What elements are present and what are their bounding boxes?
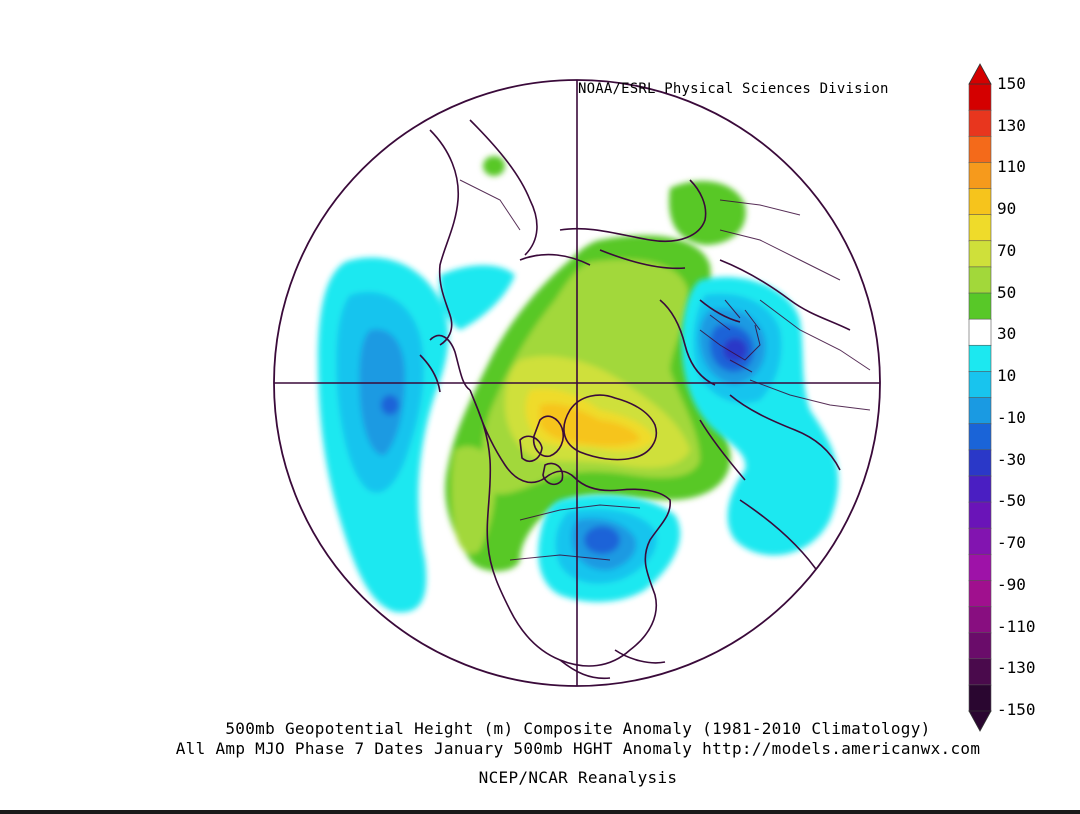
colorbar-swatch (968, 318, 992, 347)
colorbar-swatch (968, 449, 992, 477)
colorbar-label: 30 (997, 324, 1017, 344)
credit-text: NOAA/ESRL Physical Sciences Division (578, 81, 889, 97)
colorbar-swatch (968, 162, 992, 190)
colorbar-label: 90 (997, 199, 1017, 219)
colorbar-swatch (968, 501, 992, 529)
central-america-coast (559, 649, 666, 680)
colorbar-label: -30 (997, 449, 1026, 469)
colorbar-top-arrow (968, 63, 992, 85)
colorbar-swatch (968, 475, 992, 503)
scandinavia-coast (659, 299, 741, 386)
coastlines (419, 119, 871, 680)
russia-coast (559, 179, 707, 270)
colorbar-swatch (968, 527, 992, 556)
colorbar-swatch (968, 423, 992, 451)
colorbar-label: -10 (997, 407, 1026, 427)
asia-coast (429, 119, 591, 346)
colorbar-label: -130 (997, 658, 1036, 678)
anomaly-fill (318, 156, 839, 613)
north-america-coast (469, 389, 671, 667)
bottom-rule (0, 810, 1080, 814)
colorbar-swatch (968, 188, 992, 216)
colorbar-label: -70 (997, 533, 1026, 553)
colorbar-label: 110 (997, 157, 1026, 177)
colorbar-swatch (968, 632, 992, 660)
colorbar-swatch (968, 344, 992, 373)
colorbar-swatch (968, 658, 992, 686)
colorbar-label: 50 (997, 282, 1017, 302)
greenland-positive-anomaly (445, 235, 731, 572)
colorbar-swatch (968, 240, 992, 268)
colorbar-swatch (968, 553, 992, 582)
map-boundary (273, 79, 881, 687)
arctic-archipelago-coast (519, 415, 565, 486)
colorbar-swatch (968, 684, 992, 712)
caption-title: 500mb Geopotential Height (m) Composite … (225, 719, 931, 738)
europe-coast (699, 259, 851, 481)
colorbar-label: -150 (997, 700, 1036, 719)
colorbar-label: 10 (997, 366, 1017, 386)
colorbar-label: 70 (997, 240, 1017, 260)
colorbar (968, 63, 992, 732)
colorbar-swatch (968, 83, 992, 111)
colorbar-label: 150 (997, 74, 1026, 93)
europe-negative-anomaly (681, 276, 839, 556)
colorbar-swatch (968, 397, 992, 425)
colorbar-label: -110 (997, 616, 1036, 636)
colorbar-label: 130 (997, 115, 1026, 135)
colorbar-swatch (968, 109, 992, 138)
colorbar-label: -90 (997, 574, 1026, 594)
siberia-positive-anomaly (483, 156, 746, 245)
colorbar-swatch (968, 371, 992, 399)
colorbar-swatch (968, 292, 992, 320)
colorbar-label: -50 (997, 491, 1026, 511)
colorbar-swatch (968, 580, 992, 608)
colorbar-swatch (968, 214, 992, 242)
colorbar-swatch (968, 266, 992, 294)
country-borders (459, 179, 871, 561)
pacific-negative-anomaly (318, 257, 515, 613)
colorbar-swatch (968, 606, 992, 634)
colorbar-swatch (968, 135, 992, 164)
caption-source: NCEP/NCAR Reanalysis (478, 768, 678, 787)
colorbar-bottom-arrow (968, 710, 992, 732)
caption-subtitle: All Amp MJO Phase 7 Dates January 500mb … (175, 739, 981, 758)
eastern-us-negative-anomaly (538, 495, 681, 602)
